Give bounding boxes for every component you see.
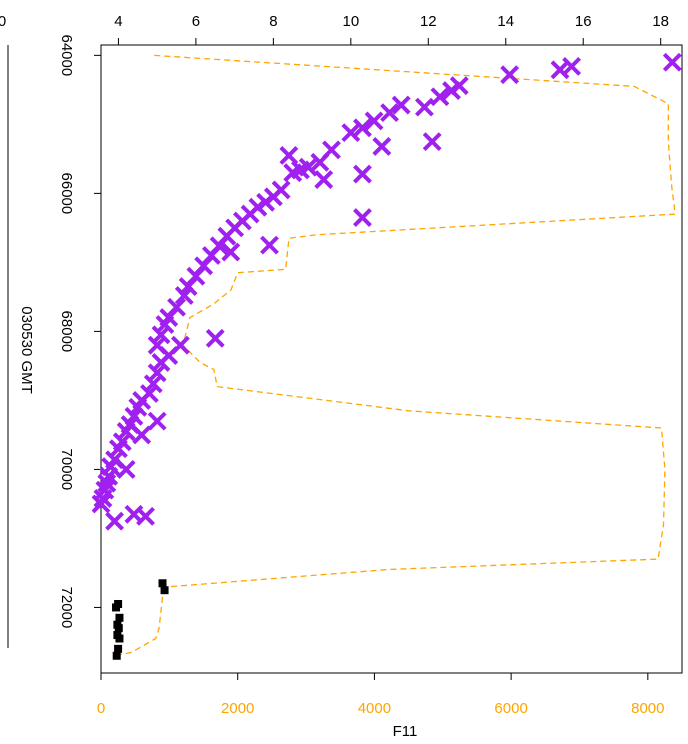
bottom-tick-label: 6000: [494, 700, 527, 717]
bottom-axis: 0 2000 4000 6000 8000: [97, 672, 665, 717]
square-point: [114, 644, 123, 653]
left-tick-label: 70000: [58, 449, 75, 491]
cross-point: [391, 95, 411, 115]
top-tick-label: 10: [342, 13, 359, 30]
cross-point: [93, 488, 113, 508]
cross-point: [662, 52, 682, 72]
side-label: 030530 GMT: [18, 306, 35, 394]
cross-point: [353, 164, 372, 184]
cross-point: [422, 132, 442, 152]
top-axis: 4 6 8 10 12 14 16 18: [114, 13, 669, 46]
square-point: [160, 586, 169, 595]
cross-point: [116, 460, 136, 479]
top-tick-label: 18: [652, 13, 669, 30]
square-point: [114, 624, 123, 633]
cross-point: [105, 511, 124, 531]
cross-point: [430, 87, 450, 107]
cross-point: [353, 208, 372, 227]
square-point: [112, 603, 121, 612]
left-tick-label: 72000: [58, 587, 75, 629]
left-axis: 64000 66000 68000 70000 72000: [58, 34, 102, 629]
cross-point: [415, 97, 434, 117]
bottom-tick-label: 8000: [631, 700, 664, 717]
bottom-tick-label: 4000: [358, 700, 391, 717]
cross-point: [151, 325, 171, 345]
cross-point: [221, 242, 241, 262]
cross-point: [205, 328, 225, 348]
cross-point: [364, 111, 384, 131]
top-tick-label: 16: [575, 13, 592, 30]
cross-point: [109, 439, 128, 459]
cross-point: [283, 163, 303, 183]
cross-point: [91, 494, 111, 514]
cross-point: [314, 170, 334, 189]
cross-point: [147, 363, 167, 383]
left-tick-label: 66000: [58, 173, 75, 215]
cross-point: [124, 504, 144, 524]
cross-point: [310, 152, 330, 172]
cross-point: [341, 123, 361, 143]
left-tick-label: 64000: [58, 34, 75, 76]
plot-box: [100, 44, 683, 674]
cross-series: [91, 52, 682, 531]
cross-point: [155, 315, 175, 334]
left-tick-label: 68000: [58, 311, 75, 353]
cross-point: [550, 60, 570, 80]
top-tick-label: 6: [192, 13, 200, 30]
top-tick-label: 12: [420, 13, 437, 30]
cross-point: [353, 118, 372, 138]
bottom-tick-label: 2000: [221, 700, 254, 717]
cross-point: [116, 422, 136, 441]
partial-tick-label: 0: [0, 13, 6, 30]
top-tick-label: 14: [497, 13, 514, 30]
bottom-tick-label: 0: [97, 700, 105, 717]
x-axis-title: F11: [393, 723, 418, 740]
cross-point: [380, 103, 399, 123]
square-point: [158, 579, 167, 588]
cross-point: [279, 146, 299, 165]
dashed-line-series: [114, 54, 676, 657]
cross-point: [500, 65, 520, 85]
cross-point: [151, 353, 171, 372]
top-tick-label: 8: [269, 13, 277, 30]
dashed-line: [114, 54, 676, 657]
square-series: [112, 579, 169, 660]
plot-frame: [100, 44, 683, 674]
cross-point: [132, 425, 152, 445]
cross-point: [260, 235, 279, 255]
square-point: [112, 651, 121, 660]
top-tick-label: 4: [114, 13, 122, 30]
cross-point: [174, 286, 194, 305]
square-point: [115, 634, 124, 643]
cross-point: [372, 137, 392, 156]
square-point: [115, 613, 124, 622]
cross-point: [143, 374, 163, 394]
cross-point: [170, 335, 190, 355]
cross-point: [442, 81, 461, 100]
cross-point: [147, 411, 167, 431]
